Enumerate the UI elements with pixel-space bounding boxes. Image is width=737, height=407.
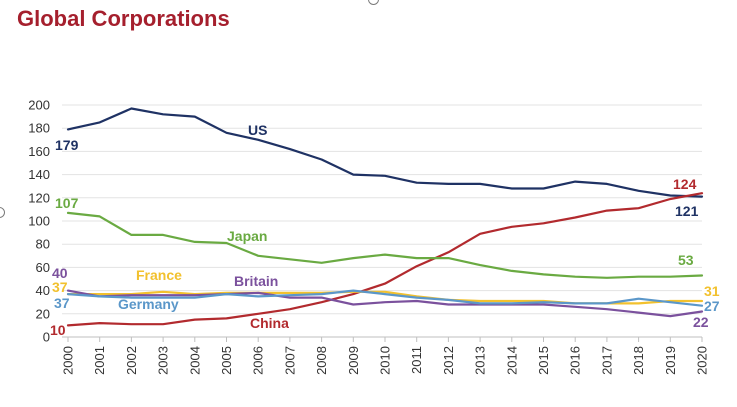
series-label-japan: Japan [227, 228, 267, 244]
end-value-france: 31 [704, 283, 720, 299]
x-tick-label: 2014 [504, 346, 519, 375]
series-lines [66, 107, 704, 327]
series-line-japan [66, 211, 704, 279]
start-value-japan: 107 [55, 195, 79, 211]
x-tick-label: 2003 [156, 346, 171, 375]
x-tick-label: 2018 [631, 346, 646, 375]
series-line-us [66, 107, 704, 198]
y-tick-label: 40 [36, 283, 50, 298]
chart-title: Global Corporations [17, 6, 230, 31]
x-tick-label: 2013 [473, 346, 488, 375]
x-tick-label: 2002 [124, 346, 139, 375]
end-value-china: 124 [673, 176, 697, 192]
end-value-japan: 53 [678, 252, 694, 268]
x-tick-label: 2011 [409, 346, 424, 374]
y-tick-label: 100 [28, 214, 50, 229]
series-label-china: China [250, 315, 289, 331]
x-tick-label: 2010 [378, 346, 393, 375]
y-tick-label: 140 [28, 167, 50, 182]
series-label-germany: Germany [118, 296, 179, 312]
x-tick-label: 2000 [61, 346, 76, 375]
x-tick-label: 2008 [314, 346, 329, 375]
series-labels: US 179 121 China 10 124 Japan 107 53 France 37 31 Br… [50, 122, 720, 338]
y-tick-label: 0 [43, 330, 50, 345]
series-label-france: France [136, 267, 182, 283]
x-tick-label: 2004 [187, 346, 202, 375]
series-line-china [66, 192, 704, 327]
x-tick-label: 2009 [346, 346, 361, 375]
y-tick-label: 80 [36, 237, 50, 252]
series-line-britain [66, 289, 704, 318]
start-value-us: 179 [55, 137, 79, 153]
y-tick-label: 180 [28, 121, 50, 136]
series-line-germany [66, 289, 704, 307]
end-value-germany: 27 [704, 298, 720, 314]
x-tick-label: 2016 [568, 346, 583, 375]
start-value-china: 10 [50, 322, 66, 338]
y-axis-ticks: 0 20 40 60 80 100 120 140 160 180 200 [28, 98, 50, 345]
y-tick-label: 120 [28, 190, 50, 205]
x-tick-label: 2001 [92, 346, 107, 375]
y-tick-label: 200 [28, 98, 50, 113]
end-value-us: 121 [675, 203, 699, 219]
x-tick-label: 2020 [695, 346, 710, 375]
end-value-britain: 22 [693, 314, 709, 330]
x-tick-label: 2005 [219, 346, 234, 375]
y-tick-label: 60 [36, 260, 50, 275]
x-tick-label: 2012 [441, 346, 456, 375]
start-value-france: 37 [52, 279, 68, 295]
series-label-us: US [248, 122, 267, 138]
x-tick-label: 2019 [663, 346, 678, 375]
series-label-britain: Britain [234, 273, 278, 289]
x-tick-label: 2006 [251, 346, 266, 375]
x-axis-ticks: 2000 2001 2002 2003 2004 2005 2006 2007 2008 2009… [61, 337, 710, 375]
start-value-britain: 40 [52, 265, 68, 281]
y-tick-label: 20 [36, 306, 50, 321]
y-tick-label: 160 [28, 144, 50, 159]
x-tick-label: 2007 [282, 346, 297, 375]
x-tick-label: 2015 [536, 346, 551, 375]
x-tick-label: 2017 [599, 346, 614, 375]
start-value-germany: 37 [54, 295, 70, 311]
